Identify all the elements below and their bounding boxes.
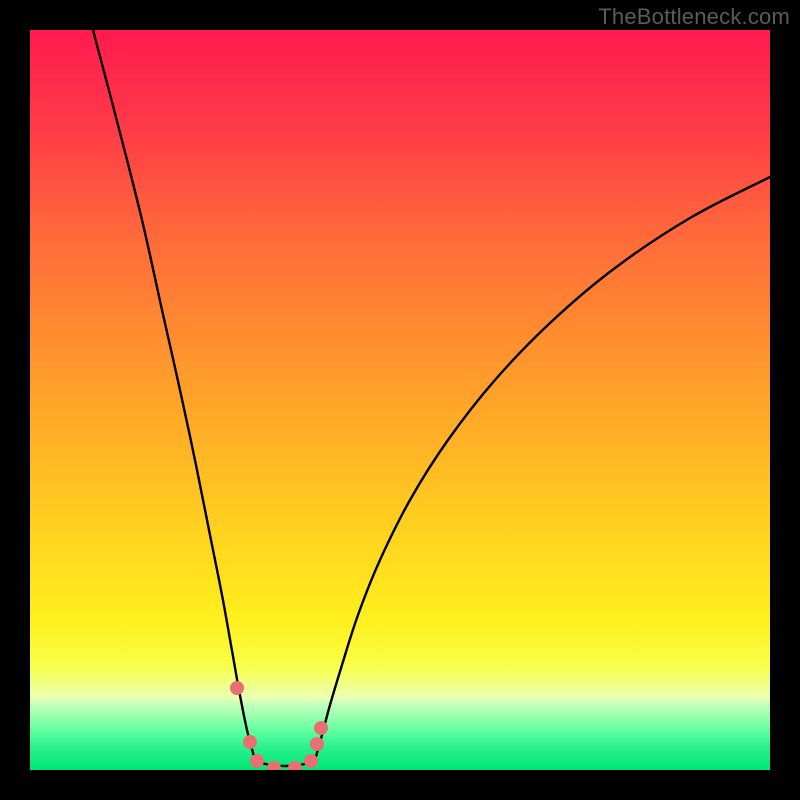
bottleneck-path [93, 30, 770, 766]
data-marker [314, 721, 328, 735]
data-marker [310, 737, 324, 751]
data-marker [267, 761, 281, 770]
data-marker [304, 754, 318, 768]
data-marker [288, 761, 302, 770]
watermark-text: TheBottleneck.com [598, 4, 790, 30]
plot-area [30, 30, 770, 770]
bottleneck-curve [30, 30, 770, 770]
data-marker [230, 681, 244, 695]
data-marker [243, 735, 257, 749]
data-marker [250, 754, 264, 768]
chart-frame: TheBottleneck.com [0, 0, 800, 800]
